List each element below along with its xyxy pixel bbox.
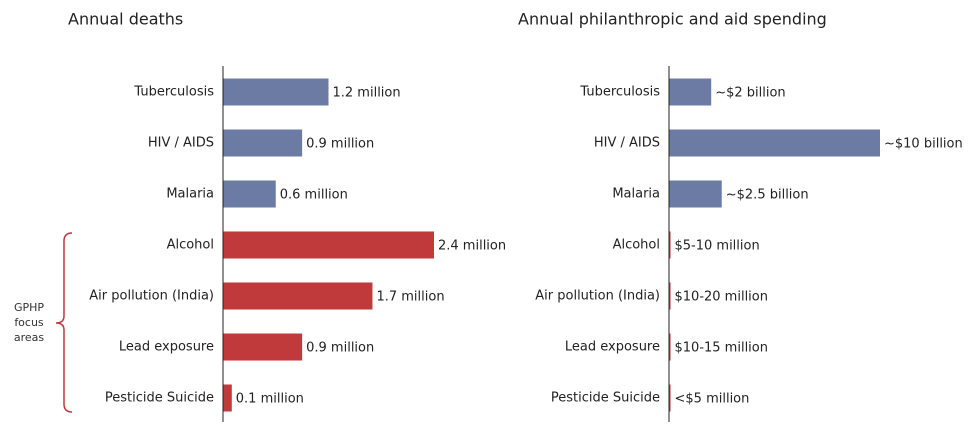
category-label: Tuberculosis	[133, 85, 214, 100]
bar	[223, 78, 329, 106]
bar	[669, 78, 712, 106]
bar	[223, 180, 276, 208]
category-label: Alcohol	[167, 238, 214, 253]
category-label: Lead exposure	[565, 340, 660, 355]
bar	[223, 282, 373, 310]
category-label: Lead exposure	[119, 340, 214, 355]
category-label: Tuberculosis	[579, 85, 660, 100]
bar	[223, 129, 303, 157]
bar	[223, 333, 303, 361]
value-label: ~$2 billion	[715, 86, 785, 101]
bar	[669, 231, 671, 259]
category-label: Air pollution (India)	[89, 289, 214, 304]
category-label: Malaria	[166, 187, 214, 202]
chart-title: Annual philanthropic and aid spending	[518, 10, 827, 29]
value-label: $10-15 million	[675, 341, 768, 356]
bar	[669, 333, 671, 361]
value-label: $5-10 million	[675, 239, 760, 254]
value-label: 1.7 million	[376, 290, 444, 305]
value-label: 2.4 million	[438, 239, 506, 254]
category-label: Malaria	[612, 187, 660, 202]
category-label: Air pollution (India)	[535, 289, 660, 304]
category-label: Pesticide Suicide	[105, 391, 214, 406]
value-label: 0.9 million	[306, 137, 374, 152]
bracket	[55, 232, 73, 413]
value-label: 0.9 million	[306, 341, 374, 356]
chart-title: Annual deaths	[68, 10, 183, 29]
value-label: $10-20 million	[675, 290, 768, 305]
annotation: GPHP focus areas	[13, 301, 45, 344]
bar	[669, 384, 671, 412]
bar	[669, 129, 880, 157]
bar	[223, 384, 232, 412]
bar	[223, 231, 434, 259]
category-label: HIV / AIDS	[594, 136, 660, 151]
value-label: ~$2.5 billion	[726, 188, 809, 203]
value-label: 0.6 million	[280, 188, 348, 203]
value-label: ~$10 billion	[884, 137, 963, 152]
value-label: 1.2 million	[333, 86, 401, 101]
value-label: <$5 million	[675, 392, 750, 407]
category-label: HIV / AIDS	[148, 136, 214, 151]
bar	[669, 282, 671, 310]
category-label: Pesticide Suicide	[551, 391, 660, 406]
value-label: 0.1 million	[236, 392, 304, 407]
bar	[669, 180, 722, 208]
category-label: Alcohol	[613, 238, 660, 253]
